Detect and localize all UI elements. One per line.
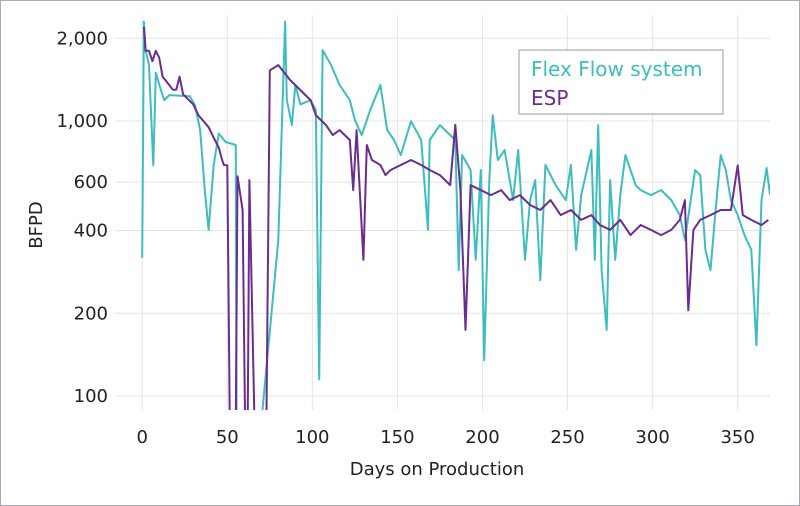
x-tick-label: 100	[295, 427, 329, 448]
tick-labels: 0 50 100 150 200 250 300 350 100 200 400 600 1,000 2,…	[56, 28, 754, 448]
legend-box	[518, 49, 724, 115]
legend-entry-esp: ESP	[531, 86, 568, 110]
x-tick-label: 200	[465, 427, 499, 448]
y-tick-label: 1,000	[56, 111, 108, 132]
x-tick-label: 0	[136, 427, 147, 448]
x-tick-label: 300	[635, 427, 669, 448]
y-tick-label: 100	[74, 386, 108, 407]
series-line-esp	[142, 26, 769, 410]
x-tick-label: 350	[720, 427, 754, 448]
legend-entry-flex-flow: Flex Flow system	[531, 57, 703, 81]
grid	[115, 15, 770, 410]
legend: Flex Flow system ESP	[518, 49, 724, 115]
y-axis-label: BFPD	[26, 201, 47, 248]
series-lines	[141, 20, 770, 410]
y-tick-label: 400	[74, 220, 108, 241]
series-line-flex-flow	[141, 20, 770, 410]
x-tick-label: 150	[380, 427, 414, 448]
y-tick-label: 600	[74, 172, 108, 193]
x-tick-label: 50	[216, 427, 239, 448]
y-tick-label: 2,000	[56, 28, 108, 49]
x-axis-label: Days on Production	[350, 459, 525, 480]
y-tick-label: 200	[74, 303, 108, 324]
x-tick-label: 250	[550, 427, 584, 448]
